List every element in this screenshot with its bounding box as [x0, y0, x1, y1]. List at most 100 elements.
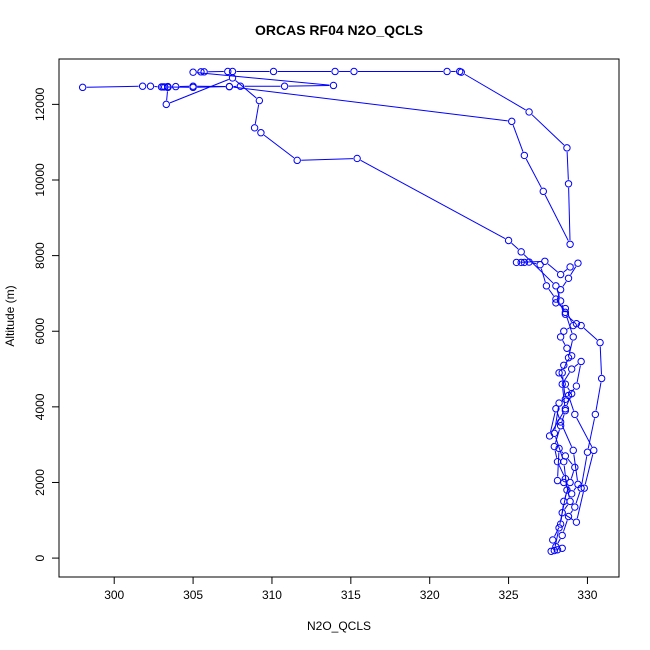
data-point	[550, 429, 559, 438]
data-point	[569, 446, 577, 455]
data-point	[556, 418, 565, 426]
series-segment	[555, 429, 560, 443]
data-point	[556, 270, 565, 279]
series-segment	[583, 327, 598, 341]
series-segment	[566, 315, 573, 334]
series-segment	[573, 487, 577, 491]
series-segment	[166, 91, 168, 101]
series-segment	[565, 514, 574, 521]
data-point	[555, 399, 563, 407]
series-segment	[554, 406, 559, 430]
data-point	[553, 546, 562, 554]
series-segment	[547, 263, 558, 273]
series-segment	[520, 260, 541, 263]
data-point	[561, 310, 570, 318]
data-point	[549, 536, 557, 544]
series-segment	[511, 242, 519, 250]
series-segment	[558, 465, 565, 476]
series-segment	[197, 86, 226, 88]
data-point	[558, 380, 566, 388]
data-point	[225, 82, 234, 91]
data-point	[164, 83, 172, 92]
data-point	[517, 248, 525, 256]
data-point	[542, 282, 551, 290]
data-point	[566, 240, 574, 248]
data-point	[250, 124, 259, 132]
data-point	[189, 83, 197, 92]
y-tick-label: 0	[33, 554, 47, 561]
x-tick-label: 300	[104, 588, 124, 602]
data-point	[561, 380, 570, 388]
data-point	[563, 144, 571, 152]
series-segment	[554, 527, 560, 537]
data-point	[525, 258, 533, 266]
data-point	[520, 151, 529, 160]
data-point	[561, 406, 570, 415]
data-point	[539, 187, 547, 196]
data-point	[457, 68, 465, 76]
series-segment	[86, 85, 139, 88]
data-point	[577, 321, 585, 330]
data-point	[556, 285, 565, 294]
data-point	[159, 83, 167, 91]
series-segment	[576, 491, 584, 519]
series-segment	[573, 454, 578, 481]
data-point	[504, 236, 513, 245]
series-segment	[562, 281, 567, 287]
series-segment	[599, 346, 602, 375]
data-point	[597, 374, 606, 383]
data-point	[596, 338, 604, 347]
data-point	[564, 391, 573, 400]
data-point	[556, 333, 565, 341]
x-tick-label: 305	[183, 588, 203, 602]
data-point	[567, 365, 576, 373]
series-segment	[557, 538, 561, 544]
series-segment	[554, 531, 559, 547]
data-point	[558, 369, 566, 377]
data-point	[536, 260, 544, 269]
data-point	[580, 484, 588, 492]
data-point	[571, 463, 579, 472]
data-point	[541, 257, 549, 265]
data-point	[561, 308, 570, 317]
series-segment	[563, 361, 568, 370]
data-point	[550, 442, 559, 451]
data-point	[200, 68, 208, 76]
series-segment	[576, 417, 593, 448]
data-point	[508, 117, 516, 126]
data-point	[353, 154, 361, 163]
data-point	[564, 180, 573, 188]
data-point	[552, 282, 560, 290]
y-axis: 0 2000 4000 6000 8000 10000 12000	[33, 87, 60, 561]
x-axis: 300 305 310 315 320 325 330	[104, 576, 598, 602]
data-point	[563, 486, 571, 494]
data-point	[520, 258, 529, 267]
series-segment	[554, 450, 558, 458]
series-segment	[584, 454, 594, 485]
series-segment	[532, 262, 537, 265]
y-tick-label: 4000	[33, 393, 47, 420]
data-point	[331, 67, 339, 76]
y-tick-label: 8000	[33, 242, 47, 269]
data-point	[255, 96, 264, 105]
series-segment	[464, 73, 526, 111]
y-tick-label: 6000	[33, 318, 47, 345]
series-segment	[567, 458, 573, 465]
data-point	[550, 546, 559, 555]
data-point	[564, 274, 573, 282]
series-segment	[576, 365, 581, 383]
series-segment	[555, 436, 563, 459]
data-point	[577, 357, 585, 366]
data-point	[293, 156, 301, 165]
series-segment	[568, 340, 573, 354]
series-segment	[531, 114, 565, 146]
series-segment	[360, 159, 506, 240]
data-point	[78, 83, 87, 92]
data-point	[560, 361, 568, 369]
series-segment	[563, 520, 568, 532]
series-segment	[581, 456, 588, 485]
data-point	[583, 448, 592, 456]
x-tick-label: 330	[577, 588, 597, 602]
series-segment	[570, 471, 575, 479]
